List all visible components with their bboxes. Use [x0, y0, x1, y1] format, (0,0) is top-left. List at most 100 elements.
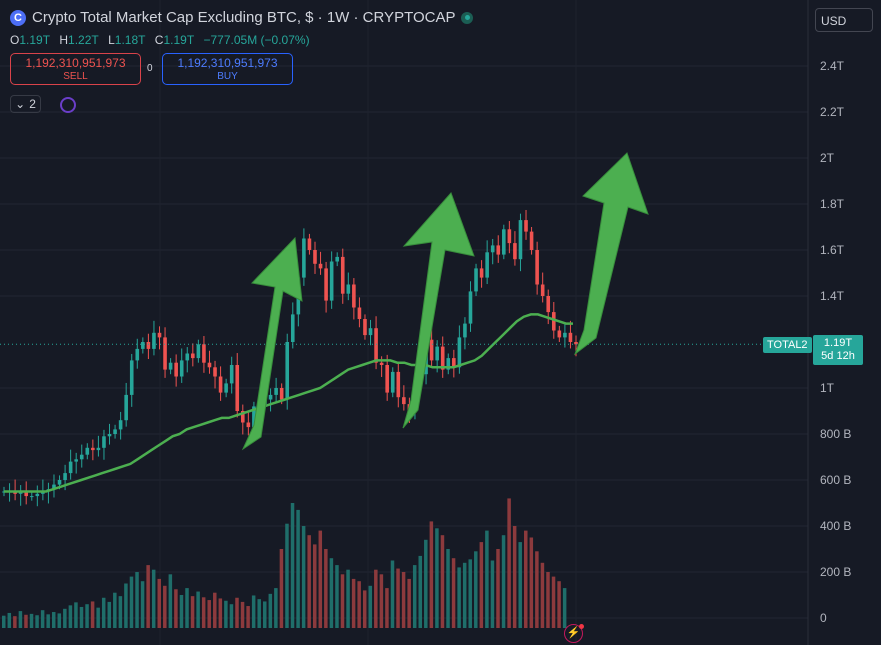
market-status-icon[interactable] — [461, 11, 474, 24]
volume-bar — [362, 590, 367, 628]
volume-bar — [18, 611, 23, 628]
high-value: 1.22T — [68, 33, 99, 47]
trend-arrow-annotation — [241, 236, 303, 451]
candle-body — [363, 319, 367, 336]
volume-bar — [235, 597, 239, 628]
volume-bar — [374, 569, 378, 628]
candle-body — [563, 332, 567, 338]
volume-bar — [185, 588, 189, 628]
volume-bar — [196, 591, 200, 628]
volume-bar — [390, 560, 395, 628]
candle-body — [574, 342, 578, 345]
volume-bar — [562, 588, 567, 628]
volume-bar — [396, 568, 400, 628]
candle-body — [57, 480, 62, 485]
candle-body — [540, 284, 545, 296]
candle-body — [385, 365, 389, 393]
volume-bar — [79, 606, 84, 628]
candle-body — [557, 330, 562, 338]
volume-bar — [412, 565, 417, 628]
candle-body — [74, 459, 78, 462]
indicators-toggle-button[interactable]: ⌄ 2 — [10, 95, 41, 113]
volume-bar — [51, 612, 56, 628]
candle-body — [313, 250, 317, 264]
volume-bar — [63, 608, 67, 628]
loading-spinner-icon — [60, 97, 76, 113]
candle-body — [346, 284, 351, 294]
volume-bar — [307, 535, 311, 628]
volume-bar — [151, 569, 156, 628]
candle-body — [290, 314, 295, 342]
candle-body — [185, 353, 190, 361]
moving-average-line — [4, 313, 573, 493]
volume-bar — [29, 613, 34, 628]
y-tick-label: 200 B — [820, 565, 851, 579]
candle-body — [174, 362, 178, 377]
volume-bar — [74, 602, 78, 628]
candle-body — [202, 344, 206, 363]
open-label: O — [10, 33, 20, 47]
candle-body — [91, 447, 95, 451]
symbol-title[interactable]: Crypto Total Market Cap Excluding BTC, $… — [32, 9, 456, 26]
volume-bar — [163, 585, 167, 628]
candle-body — [307, 238, 312, 250]
volume-bar — [224, 600, 228, 628]
y-tick-label: 1.8T — [820, 197, 845, 211]
candle-body — [435, 346, 439, 361]
chevron-down-icon: ⌄ — [15, 97, 26, 111]
volume-bar — [351, 578, 356, 628]
volume-bar — [524, 530, 528, 628]
ohlc-legend: O1.19T H1.22T L1.18T C1.19T −777.05M (−0… — [10, 33, 316, 47]
candle-body — [368, 328, 373, 336]
lightning-alert-icon[interactable]: ⚡ — [564, 624, 584, 643]
volume-bar — [546, 572, 550, 628]
volume-bar — [218, 598, 223, 628]
volume-bar — [468, 559, 472, 628]
open-value: 1.19T — [19, 33, 51, 47]
candle-body — [218, 376, 223, 393]
candle-body — [191, 353, 195, 359]
volume-bar — [290, 503, 295, 628]
sell-button[interactable]: 1,192,310,951,973 SELL — [10, 53, 141, 85]
y-tick-label: 600 B — [820, 473, 851, 487]
volume-bar — [474, 551, 478, 628]
candle-body — [324, 268, 328, 301]
volume-bar — [496, 549, 500, 628]
volume-bar — [13, 616, 17, 628]
sell-price: 1,192,310,951,973 — [25, 56, 126, 70]
y-tick-label: 2T — [820, 151, 835, 165]
volume-bar — [107, 601, 112, 628]
volume-bar — [85, 604, 89, 628]
volume-bar — [274, 588, 278, 628]
volume-bar — [457, 567, 461, 628]
volume-bar — [440, 535, 445, 628]
volume-bar — [424, 539, 428, 628]
y-tick-label: 800 B — [820, 427, 851, 441]
currency-select[interactable]: USD — [815, 8, 873, 32]
volume-bar — [146, 565, 150, 628]
volume-bar — [479, 542, 484, 628]
volume-bar — [46, 614, 50, 628]
candle-body — [224, 383, 228, 393]
volume-bar — [301, 526, 306, 628]
y-tick-label: 400 B — [820, 519, 851, 533]
candle-body — [68, 461, 73, 474]
indicator-count: 2 — [29, 97, 36, 111]
candle-body — [79, 454, 84, 460]
candle-body — [246, 422, 251, 428]
volume-bar — [346, 569, 350, 628]
bar-countdown: 5d 12h — [821, 350, 855, 362]
candle-body — [551, 312, 556, 331]
change-value: −777.05M (−0.07%) — [203, 33, 310, 47]
y-tick-label: 2.2T — [820, 105, 845, 119]
candle-body — [340, 256, 345, 294]
buy-button[interactable]: 1,192,310,951,973 BUY — [162, 53, 293, 85]
y-tick-label: 1.4T — [820, 289, 845, 303]
candle-body — [118, 420, 123, 430]
trend-arrow-annotation — [402, 192, 475, 429]
candle-body — [485, 252, 489, 278]
current-price-label: 1.19T — [823, 337, 853, 349]
